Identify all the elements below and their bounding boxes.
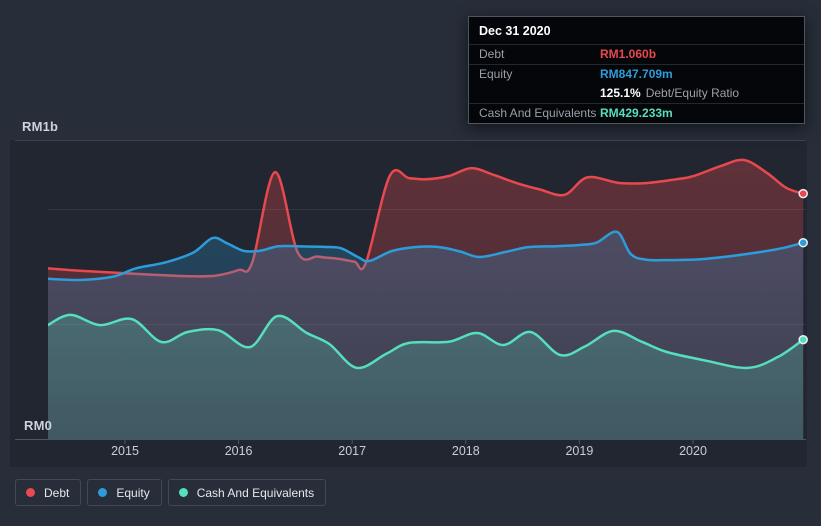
- tooltip-equity-value: RM847.709m: [600, 67, 673, 81]
- equity-line: [48, 230, 805, 282]
- legend-label-debt: Debt: [44, 485, 70, 500]
- x-tick-2017: 2017: [338, 444, 367, 458]
- legend-item-cash[interactable]: Cash And Equivalents: [167, 479, 327, 506]
- x-tick-2019: 2019: [565, 444, 594, 458]
- tooltip-cash-row: Cash And Equivalents RM429.233m: [469, 103, 804, 123]
- legend-item-equity[interactable]: Equity: [87, 479, 162, 506]
- tooltip-cash-value: RM429.233m: [600, 106, 673, 120]
- tooltip-date: Dec 31 2020: [479, 24, 551, 38]
- equity-marker[interactable]: [798, 237, 808, 248]
- x-tick-2020: 2020: [679, 444, 707, 458]
- cash-area: [48, 314, 804, 439]
- equity-series-dot-icon: [98, 488, 108, 497]
- tooltip-debt-label: Debt: [479, 47, 505, 61]
- tooltip-equity-row: Equity RM847.709m: [469, 64, 804, 84]
- x-tick-2016: 2016: [224, 444, 253, 458]
- y-axis-label-top: RM1b: [22, 119, 59, 134]
- chart-legend: Debt Equity Cash And Equivalents: [15, 479, 327, 506]
- tooltip-ratio-value: 125.1%: [600, 86, 641, 100]
- cash-line: [48, 313, 805, 370]
- debt-series-dot-icon: [26, 488, 35, 497]
- tooltip-debt-value: RM1.060b: [600, 47, 657, 61]
- tooltip-debt-row: Debt RM1.060b: [469, 44, 804, 64]
- x-axis-ticks: [124, 440, 694, 444]
- legend-item-debt[interactable]: Debt: [15, 479, 82, 506]
- tooltip-cash-label: Cash And Equivalents: [479, 106, 597, 120]
- cash-marker[interactable]: [798, 334, 808, 345]
- tooltip-equity-label: Equity: [479, 67, 513, 81]
- tooltip-ratio-label: Debt/Equity Ratio: [645, 86, 740, 100]
- chart-tooltip: Dec 31 2020 Debt RM1.060b Equity RM847.7…: [468, 16, 805, 124]
- y-axis-label-bottom: RM0: [24, 418, 53, 433]
- legend-label-equity: Equity: [116, 485, 150, 500]
- debt-marker[interactable]: [798, 188, 808, 199]
- x-tick-2015: 2015: [111, 444, 139, 458]
- legend-label-cash: Cash And Equivalents: [196, 485, 315, 500]
- x-tick-2018: 2018: [451, 444, 480, 458]
- cash-series-dot-icon: [178, 488, 188, 497]
- tooltip-ratio-row: 125.1% Debt/Equity Ratio: [469, 84, 804, 103]
